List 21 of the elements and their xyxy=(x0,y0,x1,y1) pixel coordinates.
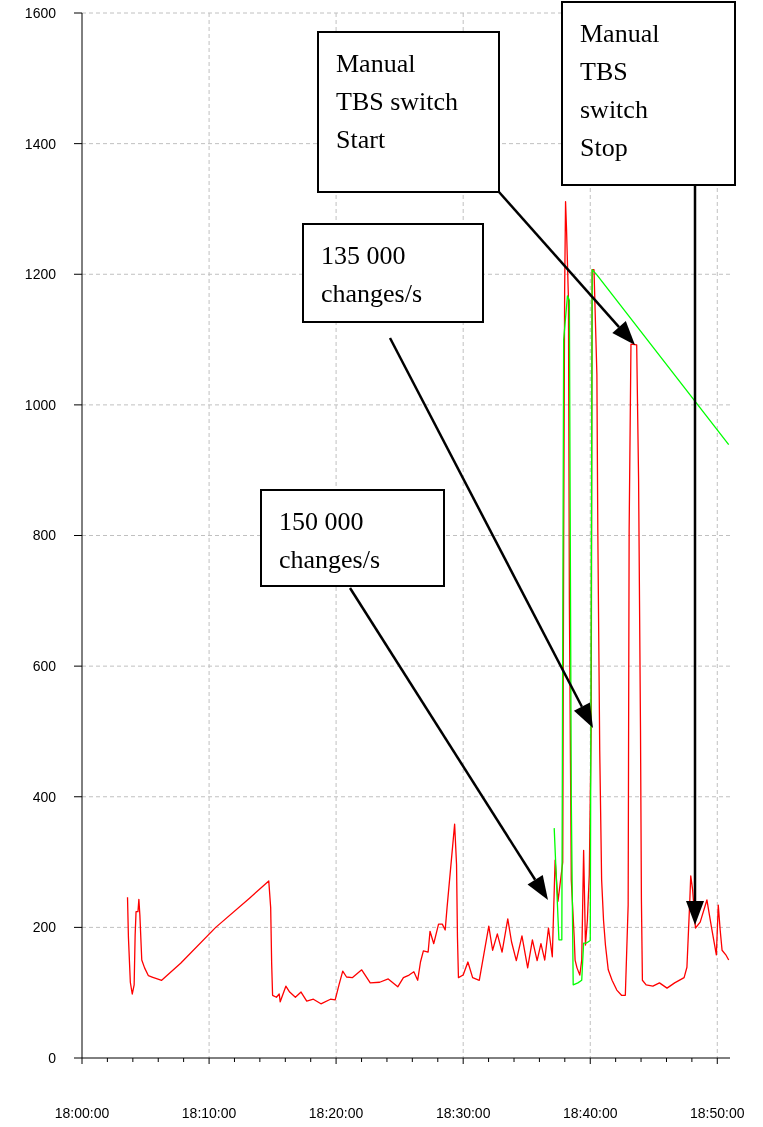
x-tick-label: 18:30:00 xyxy=(435,1105,491,1121)
y-tick-label: 1200 xyxy=(24,266,57,283)
x-tick-label: 18:20:00 xyxy=(308,1105,364,1121)
y-tick-label: 0 xyxy=(48,1049,57,1066)
y-tick-label: 1600 xyxy=(24,4,57,21)
y-tick-label: 1000 xyxy=(24,396,57,413)
y-tick-label: 600 xyxy=(32,658,57,675)
annotation: Manual TBS switch Start xyxy=(336,49,459,154)
y-tick-label: 800 xyxy=(32,527,57,544)
x-tick-label: 18:00:00 xyxy=(54,1105,110,1121)
y-tick-label: 200 xyxy=(32,919,57,936)
x-tick-label: 18:40:00 xyxy=(563,1105,618,1121)
y-tick-label: 400 xyxy=(32,788,57,805)
x-tick-label: 18:10:00 xyxy=(181,1105,237,1121)
line-series xyxy=(126,201,730,1005)
line-series xyxy=(553,269,730,986)
annotation: 135 000 changes/s xyxy=(321,241,423,308)
x-tick-label: 18:50:00 xyxy=(690,1105,745,1121)
annotation: 150 000 changes/s xyxy=(279,507,381,574)
annotation: Manual TBS switch Stop xyxy=(580,19,660,162)
y-tick-label: 1400 xyxy=(24,135,57,152)
